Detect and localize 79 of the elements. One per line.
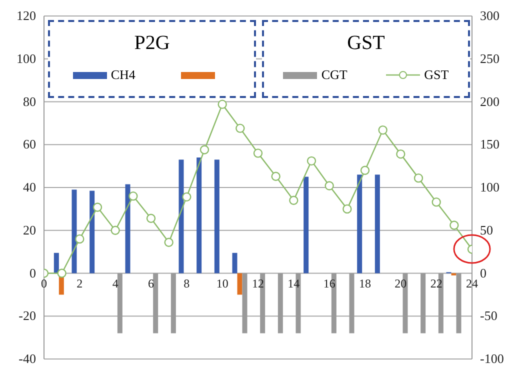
y2-tick-label: 250 <box>480 50 500 66</box>
x-tick-label: 16 <box>323 276 336 290</box>
point <box>253 148 263 158</box>
annotation: P2G <box>133 32 171 55</box>
y-tick-label: -40 <box>18 351 36 366</box>
point <box>324 181 334 190</box>
x-tick-label: 24 <box>466 276 478 290</box>
bar <box>456 273 462 334</box>
point <box>414 173 424 183</box>
bar <box>117 273 122 334</box>
point <box>271 172 280 181</box>
point <box>75 234 84 244</box>
y2-tick-label: 0 <box>480 265 486 280</box>
y2-tick-label: 50 <box>480 222 493 238</box>
y-tick-label: 100 <box>16 50 36 66</box>
bar <box>54 252 59 274</box>
point <box>432 197 441 207</box>
point <box>218 100 227 109</box>
bar <box>214 160 220 274</box>
bar <box>90 190 95 274</box>
x-tick-label: 6 <box>148 276 154 290</box>
y-tick-label: 0 <box>30 265 36 280</box>
x-tick-label: 2 <box>76 276 83 290</box>
y2-tick-label: 100 <box>480 180 500 194</box>
bar <box>125 184 130 274</box>
y-tick-label: 20 <box>23 222 36 238</box>
y2-tick-label: -100 <box>480 351 504 366</box>
bar <box>374 174 380 274</box>
point <box>182 192 192 202</box>
y-tick-label: 80 <box>23 94 36 109</box>
y-tick-label: -20 <box>18 308 36 324</box>
y2-tick-label: 150 <box>480 136 500 152</box>
point <box>360 166 370 175</box>
legend-label: GST <box>424 67 449 83</box>
bar <box>196 157 202 274</box>
bar <box>72 190 77 274</box>
point <box>289 196 298 205</box>
y-tick-label: 120 <box>16 8 36 23</box>
bar <box>420 273 426 334</box>
y-tick-label: 40 <box>23 180 36 194</box>
x-tick-label: 12 <box>252 276 264 290</box>
x-tick-label: 18 <box>359 276 371 290</box>
bar <box>232 252 238 274</box>
bar <box>153 273 158 334</box>
bar <box>278 273 283 334</box>
x-tick-label: 10 <box>216 276 228 290</box>
x-tick-label: 20 <box>394 276 407 290</box>
bar <box>304 176 309 274</box>
y2-tick-label: -50 <box>480 308 498 324</box>
point <box>200 145 210 154</box>
point <box>57 268 66 278</box>
x-tick-label: 14 <box>288 276 300 290</box>
point <box>164 238 174 247</box>
point <box>306 156 316 166</box>
bar <box>357 174 362 274</box>
x-tick-label: 4 <box>112 276 118 290</box>
bar <box>349 273 354 334</box>
annotation: GST <box>346 32 386 55</box>
bar <box>237 273 242 295</box>
bar <box>170 273 176 334</box>
point <box>128 191 138 201</box>
x-tick-label: 0 <box>41 276 47 290</box>
y-tick-label: 60 <box>23 136 36 152</box>
point <box>146 214 156 223</box>
point <box>450 220 459 230</box>
bar <box>242 273 248 334</box>
point <box>342 204 352 214</box>
point <box>110 226 120 235</box>
bar <box>178 160 184 274</box>
point <box>236 124 245 133</box>
y2-tick-label: 200 <box>480 94 500 109</box>
legend-label: CH4 <box>110 67 136 83</box>
x-tick-label: 22 <box>430 276 442 290</box>
x-tick-label: 8 <box>184 276 190 290</box>
point <box>378 125 388 135</box>
y2-tick-label: 300 <box>480 8 500 23</box>
point <box>92 202 102 212</box>
legend-label: CGT <box>321 67 348 83</box>
point <box>396 149 406 159</box>
